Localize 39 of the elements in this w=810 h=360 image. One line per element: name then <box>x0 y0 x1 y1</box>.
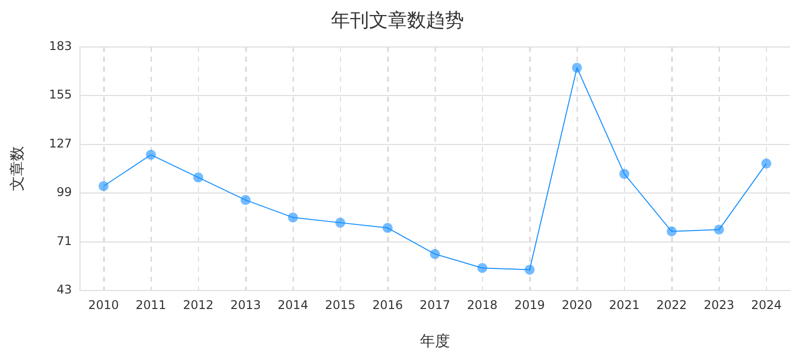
point <box>477 262 488 273</box>
point <box>193 172 204 182</box>
point <box>619 168 630 179</box>
x-tick-label: 2019 <box>514 298 545 312</box>
point <box>382 222 393 233</box>
point <box>572 62 582 73</box>
y-axis-title: 文章数 <box>8 146 26 192</box>
x-tick-label: 2023 <box>704 298 734 312</box>
x-tick-label: 2022 <box>656 298 687 312</box>
point <box>335 218 346 228</box>
x-tick-label: 2020 <box>562 298 592 312</box>
point <box>288 212 298 222</box>
x-tick-label: 2010 <box>88 298 119 312</box>
point <box>714 224 724 235</box>
x-tick-label: 2014 <box>278 298 308 312</box>
x-axis-title: 年度 <box>420 332 450 350</box>
y-tick-label: 183 <box>49 38 72 53</box>
y-tick-label: 127 <box>49 136 72 150</box>
point <box>240 195 251 206</box>
y-tick-label: 155 <box>49 88 72 102</box>
point <box>430 249 440 260</box>
x-tick-label: 2016 <box>372 298 403 312</box>
point <box>98 181 109 192</box>
point <box>146 150 156 160</box>
y-tick-label: 99 <box>56 185 72 200</box>
x-tick-label: 2015 <box>325 298 356 312</box>
y-tick-label: 43 <box>56 282 72 297</box>
x-tick-label: 2021 <box>609 298 640 312</box>
y-tick-label: 71 <box>56 234 72 248</box>
x-tick-label: 2017 <box>420 298 450 312</box>
point <box>666 226 677 236</box>
x-tick-label: 2012 <box>182 298 214 312</box>
x-tick-label: 2011 <box>136 298 166 312</box>
point <box>761 158 772 168</box>
x-tick-label: 2013 <box>230 298 261 312</box>
x-tick-label: 2018 <box>467 298 498 312</box>
x-tick-label: 2024 <box>751 298 782 312</box>
chart-title: 年刊文章数趋势 <box>331 9 464 32</box>
point <box>524 264 535 275</box>
